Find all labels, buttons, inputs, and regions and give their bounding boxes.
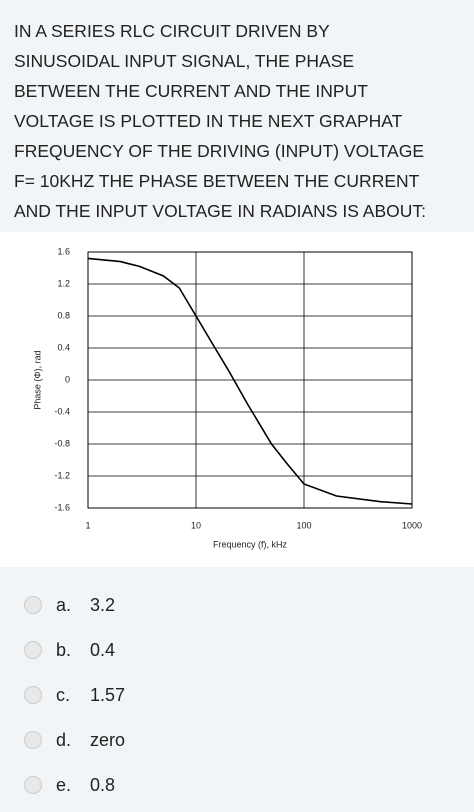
option[interactable]: d. zero bbox=[24, 725, 125, 755]
option[interactable]: a. 3.2 bbox=[24, 590, 115, 620]
x-axis-label: Frequency (f), kHz bbox=[213, 539, 288, 549]
radio-button[interactable] bbox=[24, 776, 42, 794]
question-line: F= 10KHZ THE PHASE BETWEEN THE CURRENT bbox=[14, 171, 420, 191]
chart: 1.6 1.2 0.8 0.4 0 -0.4 -0.8 -1.2 -1.6 1 10 100 1000 F… bbox=[0, 232, 474, 567]
question-line: AND THE INPUT VOLTAGE IN RADIANS IS ABOU… bbox=[14, 201, 426, 221]
option-letter: d. bbox=[56, 729, 72, 750]
y-tick-label: 1.2 bbox=[57, 278, 70, 288]
y-tick-label: 1.6 bbox=[57, 246, 70, 256]
radio-button[interactable] bbox=[24, 686, 42, 704]
option-text: 0.8 bbox=[90, 774, 116, 795]
option-letter: c. bbox=[56, 684, 71, 705]
y-tick-label: -0.4 bbox=[54, 406, 70, 416]
phase-curve bbox=[87, 257, 413, 505]
x-tick-label: 10 bbox=[191, 520, 201, 530]
question-line: BETWEEN THE CURRENT AND THE INPUT bbox=[14, 81, 368, 101]
option-text: 1.57 bbox=[90, 684, 126, 705]
radio-button[interactable] bbox=[24, 641, 42, 659]
option-text: 3.2 bbox=[90, 594, 116, 615]
y-tick-label: -1.6 bbox=[54, 502, 70, 512]
option-text: 0.4 bbox=[90, 639, 116, 660]
y-tick-label: -0.8 bbox=[54, 438, 70, 448]
x-tick-label: 1000 bbox=[402, 520, 422, 530]
question: IN A SERIES RLC CIRCUIT DRIVEN BY SINUSOI… bbox=[14, 16, 469, 226]
question-line: IN A SERIES RLC CIRCUIT DRIVEN BY bbox=[14, 21, 330, 41]
y-axis-label: Phase (Φ), rad bbox=[32, 350, 42, 409]
radio-button[interactable] bbox=[24, 596, 42, 614]
option[interactable]: e. 0.8 bbox=[24, 770, 115, 800]
y-tick-label: 0.8 bbox=[57, 310, 70, 320]
option-text: zero bbox=[90, 729, 126, 750]
question-line: FREQUENCY OF THE DRIVING (INPUT) VOLTAGE bbox=[14, 141, 424, 161]
option-letter: b. bbox=[56, 639, 72, 660]
option-letter: a. bbox=[56, 594, 72, 615]
question-line: SINUSOIDAL INPUT SIGNAL, THE PHASE bbox=[14, 51, 355, 71]
x-tick-label: 1 bbox=[85, 520, 90, 530]
option-letter: e. bbox=[56, 774, 72, 795]
y-tick-label: 0.4 bbox=[57, 342, 70, 352]
y-tick-label: 0 bbox=[65, 374, 70, 384]
y-tick-label: -1.2 bbox=[54, 470, 70, 480]
question-line: VOLTAGE IS PLOTTED IN THE NEXT GRAPHAT bbox=[14, 111, 403, 131]
radio-button[interactable] bbox=[24, 731, 42, 749]
option[interactable]: b. 0.4 bbox=[24, 635, 115, 665]
option[interactable]: c. 1.57 bbox=[24, 680, 125, 710]
x-tick-label: 100 bbox=[296, 520, 311, 530]
